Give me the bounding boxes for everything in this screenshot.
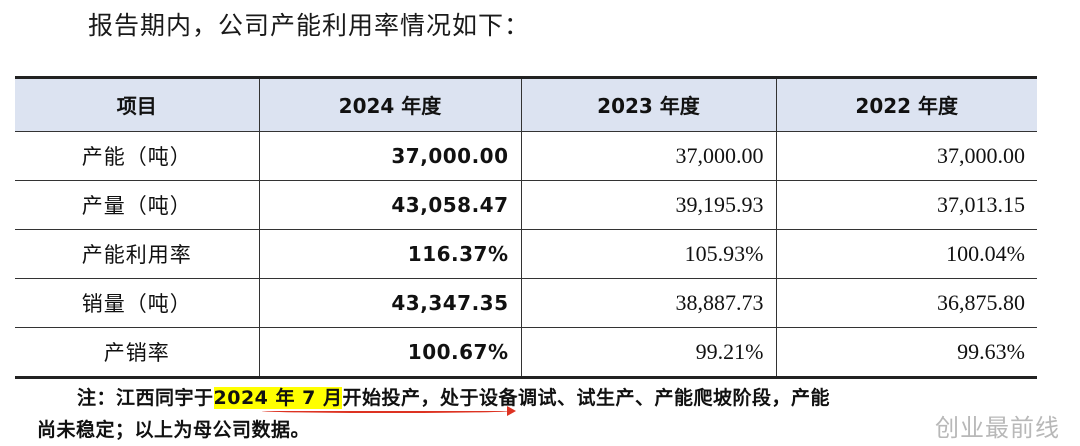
cell-2023: 38,887.73 <box>520 277 777 328</box>
table-row: 产销率 100.67% 99.21% 99.63% <box>15 326 1037 376</box>
row-label: 产量（吨） <box>15 179 260 230</box>
watermark: 创业最前线 <box>935 414 1060 442</box>
cell-2022: 100.04% <box>775 228 1037 279</box>
row-label: 产能（吨） <box>15 130 260 181</box>
table-row: 产能（吨） 37,000.00 37,000.00 37,000.00 <box>15 130 1037 181</box>
intro-text: 报告期内，公司产能利用率情况如下： <box>88 11 531 40</box>
cell-2022: 99.63% <box>775 326 1037 376</box>
note-prefix: 注：江西同宇于 <box>77 387 214 409</box>
note-line2: 尚未稳定；以上为母公司数据。 <box>37 419 311 441</box>
cell-2022: 37,013.15 <box>775 179 1037 230</box>
capacity-table: 项目 2024 年度 2023 年度 2022 年度 产能（吨） 37,000.… <box>15 76 1037 379</box>
red-underline-annotation <box>262 409 512 413</box>
table-row: 产量（吨） 43,058.47 39,195.93 37,013.15 <box>15 179 1037 230</box>
header-item: 项目 <box>15 79 260 132</box>
row-label: 产销率 <box>15 326 260 376</box>
header-2024: 2024 年度 <box>258 79 522 132</box>
cell-2023: 105.93% <box>520 228 777 279</box>
header-2022: 2022 年度 <box>775 79 1037 132</box>
header-2023: 2023 年度 <box>520 79 777 132</box>
cell-2022: 37,000.00 <box>775 130 1037 181</box>
table-header-row: 项目 2024 年度 2023 年度 2022 年度 <box>15 79 1037 132</box>
cell-2024: 43,347.35 <box>258 277 522 328</box>
note-highlight: 2024 年 7 月 <box>213 387 343 409</box>
cell-2023: 37,000.00 <box>520 130 777 181</box>
cell-2023: 99.21% <box>520 326 777 376</box>
note-rest: 开始投产，处于设备调试、试生产、产能爬坡阶段，产能 <box>342 387 830 409</box>
cell-2023: 39,195.93 <box>520 179 777 230</box>
red-arrow-icon <box>507 406 516 416</box>
cell-2024: 100.67% <box>258 326 522 376</box>
cell-2024: 43,058.47 <box>258 179 522 230</box>
table-row: 产能利用率 116.37% 105.93% 100.04% <box>15 228 1037 279</box>
row-label: 产能利用率 <box>15 228 260 279</box>
row-label: 销量（吨） <box>15 277 260 328</box>
cell-2024: 37,000.00 <box>258 130 522 181</box>
cell-2022: 36,875.80 <box>775 277 1037 328</box>
table-row: 销量（吨） 43,347.35 38,887.73 36,875.80 <box>15 277 1037 328</box>
footnote: 注：江西同宇于2024 年 7 月开始投产，处于设备调试、试生产、产能爬坡阶段，… <box>37 382 1077 446</box>
cell-2024: 116.37% <box>258 228 522 279</box>
